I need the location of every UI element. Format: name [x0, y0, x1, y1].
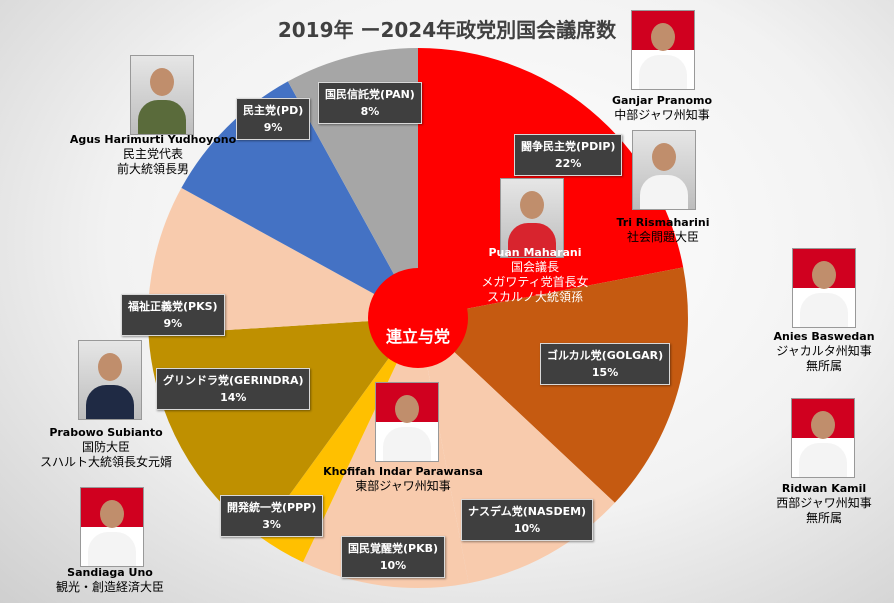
caption-puan: Puan Maharani 国会議長 メガワティ党首長女 スカルノ大統領孫 [481, 246, 589, 304]
pie-slice-7 [181, 81, 418, 319]
slice-label-pks: 福祉正義党(PKS) 9% [121, 294, 225, 336]
caption-sandiaga: Sandiaga Uno 観光・創造経済大臣 [55, 566, 164, 594]
photo-khofifah [375, 382, 439, 462]
slice-label-golkar: ゴルカル党(GOLGAR) 15% [540, 343, 671, 385]
caption-tri: Tri Rismaharini 社会問題大臣 [616, 216, 710, 244]
photo-tri [632, 130, 696, 210]
slice-label-nasdem: ナスデム党(NASDEM) 10% [461, 499, 594, 541]
caption-agus: Agus Harimurti Yudhoyono 民主党代表 前大統領長男 [69, 133, 237, 176]
slice-label-pdip: 闘争民主党(PDIP) 22% [514, 134, 623, 176]
caption-khofifah: Khofifah Indar Parawansa 東部ジャワ州知事 [323, 465, 483, 493]
photo-ganjar [631, 10, 695, 90]
slice-label-pan: 国民信託党(PAN) 8% [318, 82, 422, 124]
center-circle [368, 268, 468, 368]
photo-ridwan [791, 398, 855, 478]
slice-label-gerindra: グリンドラ党(GERINDRA) 14% [156, 368, 311, 410]
center-label: 連立与党 [385, 327, 450, 346]
caption-ganjar: Ganjar Pranomo 中部ジャワ州知事 [611, 94, 713, 122]
chart-title: 2019年 ー2024年政党別国会議席数 [277, 18, 617, 42]
caption-prabowo: Prabowo Subianto 国防大臣 スハルト大統領長女元婿 [39, 426, 172, 469]
caption-anies: Anies Baswedan ジャカルタ州知事 無所属 [773, 330, 875, 373]
caption-ridwan: Ridwan Kamil 西部ジャワ州知事 無所属 [776, 482, 872, 525]
photo-prabowo [78, 340, 142, 420]
slice-label-pd: 民主党(PD) 9% [236, 98, 311, 140]
photo-puan [500, 178, 564, 258]
photo-agus [130, 55, 194, 135]
slice-label-pkb: 国民覚醒党(PKB) 10% [341, 536, 446, 578]
pie-slice-1 [418, 267, 688, 503]
slice-label-ppp: 開発統一党(PPP) 3% [220, 495, 324, 537]
photo-anies [792, 248, 856, 328]
photo-sandiaga [80, 487, 144, 567]
